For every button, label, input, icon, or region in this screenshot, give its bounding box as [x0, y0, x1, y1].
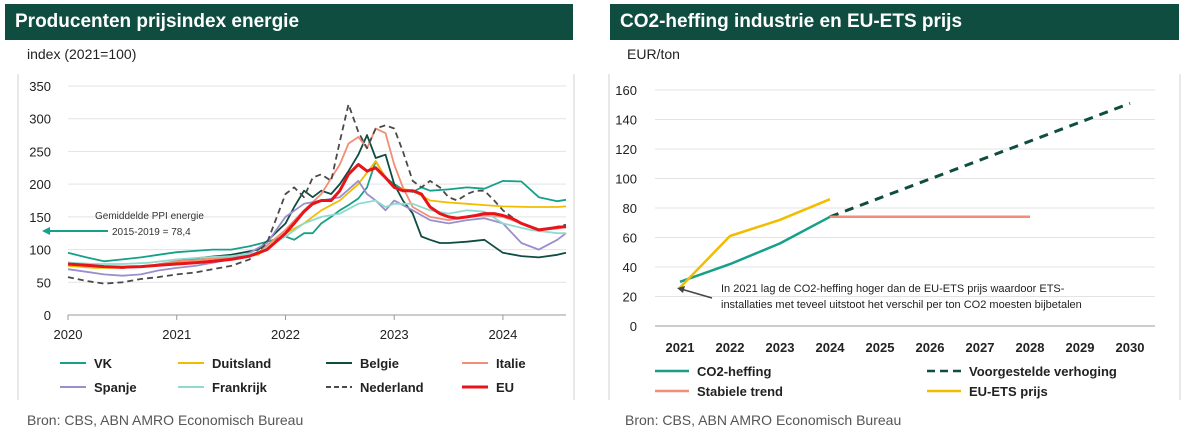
- series-line-frankrijk: [67, 199, 566, 265]
- co2-levy-panel: CO2-heffing industrie en EU-ETS prijs EU…: [605, 0, 1191, 432]
- legend-label-eu: EU: [496, 380, 514, 395]
- y-tick-label: 0: [44, 308, 51, 323]
- legend-label-belgie: Belgie: [360, 356, 399, 371]
- series-line-italie: [67, 127, 567, 269]
- legend-label-frankrijk: Frankrijk: [212, 380, 268, 395]
- x-tick-label: 2030: [1116, 340, 1145, 355]
- annotation-arrow-head: [42, 227, 50, 235]
- annotation-line-1: Gemiddelde PPI energie: [95, 211, 204, 222]
- ppi-line-chart: 0 50 100 150 200 250 300 350 2020 2021 2022 2023 202…: [17, 74, 575, 400]
- x-tick-label: 2028: [1016, 340, 1045, 355]
- y-tick-label: 100: [29, 243, 51, 258]
- y-tick-label: 250: [29, 144, 51, 159]
- x-tick-label: 2024: [816, 340, 846, 355]
- series-line-spanje: [67, 179, 567, 277]
- legend-label-nederland: Nederland: [360, 380, 424, 395]
- annotation-arrow-head: [677, 286, 685, 293]
- x-tick-label: 2023: [766, 340, 795, 355]
- ppi-chart-title: Producenten prijsindex energie: [5, 4, 573, 40]
- y-tick-label: 350: [29, 79, 51, 94]
- y-tick-label: 80: [623, 201, 637, 216]
- legend-label-vk: VK: [94, 356, 113, 371]
- y-tick-label: 60: [623, 231, 637, 246]
- co2-chart-title: CO2-heffing industrie en EU-ETS prijs: [610, 4, 1179, 40]
- series-line-eu-ets-prijs: [679, 198, 831, 289]
- series-line-vk: [67, 160, 567, 263]
- y-tick-label: 40: [623, 260, 637, 275]
- y-tick-label: 100: [615, 172, 637, 187]
- series-line-co2-heffing: [679, 215, 831, 283]
- ppi-y-unit: index (2021=100): [27, 46, 137, 62]
- x-tick-label: 2026: [916, 340, 945, 355]
- ppi-energy-panel: Producenten prijsindex energie index (20…: [0, 0, 580, 432]
- y-tick-label: 50: [37, 275, 51, 290]
- annotation-line-2: 2015-2019 = 78,4: [112, 227, 191, 238]
- legend-label-eu-ets-prijs: EU-ETS prijs: [969, 384, 1048, 399]
- x-tick-label: 2027: [966, 340, 995, 355]
- y-tick-label: 200: [29, 177, 51, 192]
- x-tick-label: 2021: [162, 327, 191, 342]
- co2-line-chart: 0 20 40 60 80 100 120 140 160 2021 2022 2023 2024 202…: [608, 74, 1181, 400]
- y-tick-label: 150: [29, 210, 51, 225]
- x-tick-label: 2021: [666, 340, 695, 355]
- x-tick-label: 2020: [54, 327, 83, 342]
- x-tick-label: 2023: [380, 327, 409, 342]
- x-tick-label: 2022: [271, 327, 300, 342]
- legend-label-co2-heffing: CO2-heffing: [697, 364, 771, 379]
- legend-label-duitsland: Duitsland: [212, 356, 271, 371]
- y-tick-label: 160: [615, 83, 637, 98]
- co2-source: Bron: CBS, ABN AMRO Economisch Bureau: [625, 412, 902, 428]
- legend-label-voorgestelde-verhoging: Voorgestelde verhoging: [969, 364, 1117, 379]
- legend-label-italie: Italie: [496, 356, 526, 371]
- y-tick-label: 300: [29, 112, 51, 127]
- x-tick-label: 2025: [866, 340, 895, 355]
- legend-label-spanje: Spanje: [94, 380, 137, 395]
- ppi-source: Bron: CBS, ABN AMRO Economisch Bureau: [27, 412, 304, 428]
- x-tick-label: 2029: [1066, 340, 1095, 355]
- y-tick-label: 0: [630, 319, 637, 334]
- y-tick-label: 120: [615, 142, 637, 157]
- annotation-arrow-line: [680, 288, 713, 299]
- x-tick-label: 2024: [488, 327, 517, 342]
- y-tick-label: 140: [615, 113, 637, 128]
- series-line-voorgestelde-verhoging: [829, 101, 1131, 219]
- annotation-line-2: installaties met teveel uitstoot het ver…: [721, 299, 1082, 311]
- annotation-line-1: In 2021 lag de CO2-heffing hoger dan de …: [721, 283, 1065, 295]
- series-line-eu: [67, 163, 567, 269]
- co2-y-unit: EUR/ton: [627, 46, 680, 62]
- x-tick-label: 2022: [716, 340, 745, 355]
- series-line-nederland: [67, 103, 567, 285]
- y-tick-label: 20: [623, 290, 637, 305]
- legend-label-stabiele-trend: Stabiele trend: [697, 384, 783, 399]
